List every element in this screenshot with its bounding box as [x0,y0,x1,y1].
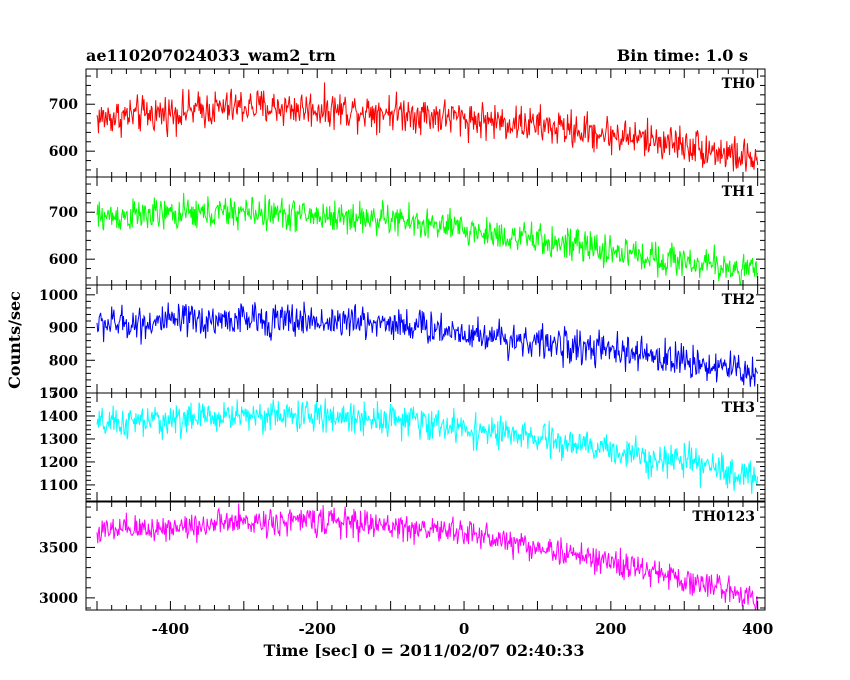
y-tick-label: 900 [49,321,78,337]
y-tick-label: 1500 [39,386,78,402]
y-tick-label: 1400 [39,409,78,425]
series-line-th0 [96,82,759,172]
y-axis-label: Counts/sec [5,291,24,389]
y-tick-label: 700 [49,386,78,402]
y-tick-label: 700 [49,97,78,113]
panel-th0: TH0 600 700 [49,68,766,178]
panel-label: TH0123 [692,509,755,525]
y-tick-label: 1100 [39,478,78,494]
y-tick-label: 1300 [39,432,78,448]
series-line-th3 [96,398,759,495]
x-tick-label: 400 [742,620,773,638]
panel-frame [85,68,766,178]
y-tick-label: 600 [49,252,78,268]
panel-label: TH0 [722,76,756,92]
panel-frame [85,392,766,502]
y-tick-label: 1200 [39,455,78,471]
panel-label: TH2 [722,292,755,308]
x-tick-label: -400 [152,620,190,638]
bin-time-label: Bin time: 1.0 s [617,46,748,65]
panel-th0123: TH0123 3000 3500 [39,501,766,611]
panel-frame [85,284,766,394]
series-line-th0123 [96,503,759,610]
panel-label: TH3 [722,400,755,416]
panel-th3: TH3 1100 1200 1300 1400 1500 [39,386,766,502]
panel-label: TH1 [722,184,755,200]
panel-th2: TH2 700 800 900 1000 [39,284,766,402]
y-tick-label: 600 [49,144,78,160]
panels-group: TH0 600 700 TH1 600 700 TH2 700 800 900 1000 TH3 110… [39,68,766,611]
y-tick-label: 800 [49,353,78,369]
y-tick-label: 700 [49,205,78,221]
y-tick-label: 1000 [39,288,78,304]
x-tick-label: -200 [298,620,336,638]
series-line-th1 [96,192,759,285]
panel-frame [85,501,766,611]
x-tick-label: 0 [459,620,469,638]
series-line-th2 [96,301,759,387]
x-axis-label: Time [sec] 0 = 2011/02/07 02:40:33 [264,641,585,660]
y-tick-label: 3000 [39,591,78,607]
y-tick-label: 3500 [39,540,78,556]
chart-title: ae110207024033_wam2_trn [86,46,336,65]
panel-th1: TH1 600 700 [49,176,766,286]
x-tick-label: 200 [595,620,626,638]
x-axis-ticks: -400 -200 0 200 400 [152,620,774,638]
